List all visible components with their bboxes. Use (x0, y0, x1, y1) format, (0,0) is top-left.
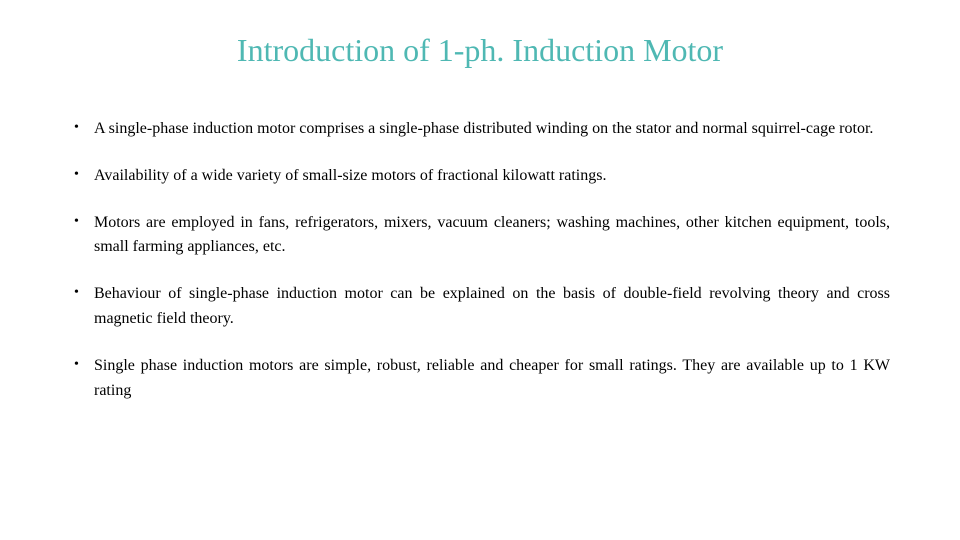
bullet-item: Motors are employed in fans, refrigerato… (70, 211, 890, 261)
bullet-item: Availability of a wide variety of small-… (70, 164, 890, 189)
slide-title: Introduction of 1-ph. Induction Motor (70, 32, 890, 69)
bullet-item: Single phase induction motors are simple… (70, 354, 890, 404)
bullet-list: A single-phase induction motor comprises… (70, 117, 890, 403)
bullet-item: Behaviour of single-phase induction moto… (70, 282, 890, 332)
bullet-item: A single-phase induction motor comprises… (70, 117, 890, 142)
slide-container: Introduction of 1-ph. Induction Motor A … (0, 0, 960, 540)
